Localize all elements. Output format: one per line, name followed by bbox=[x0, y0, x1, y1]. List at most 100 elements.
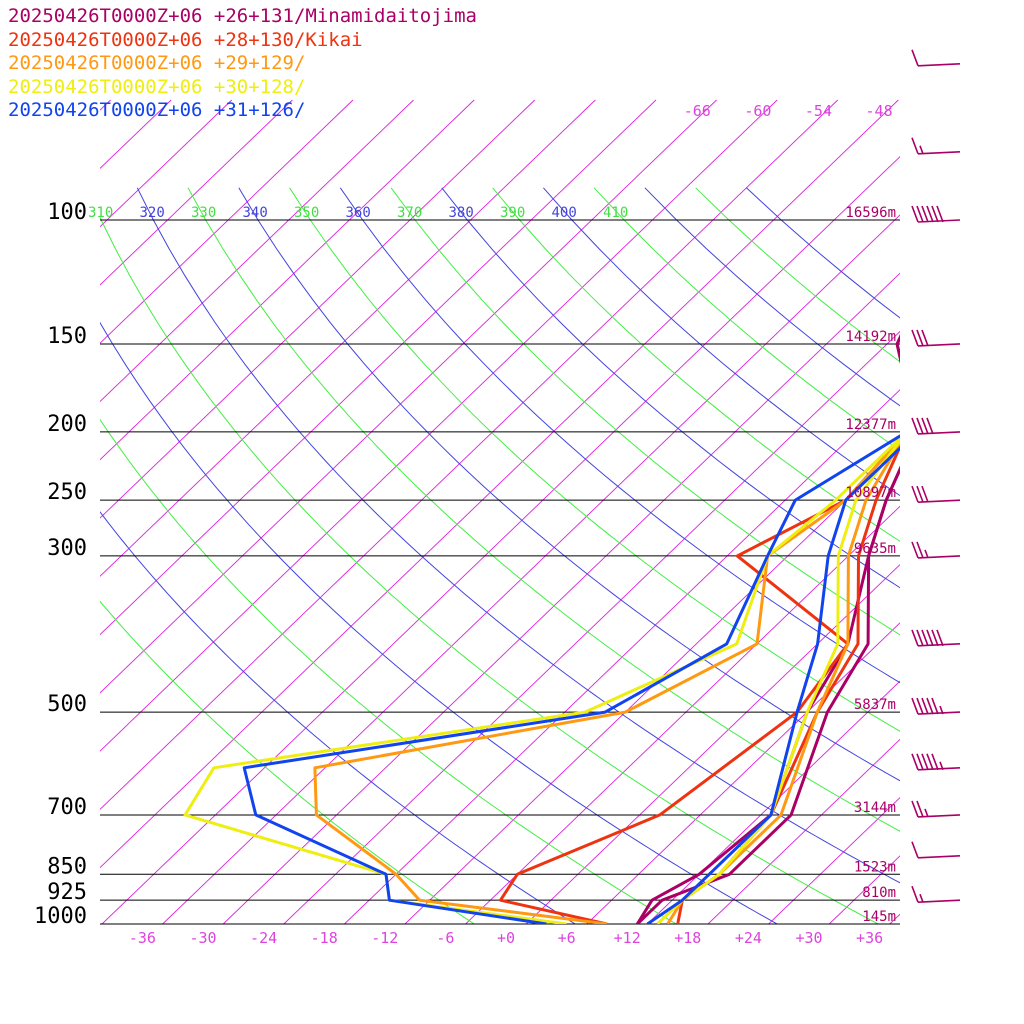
legend-entry-1: 20250426T0000Z+06 +26+131/Minamidaitojim… bbox=[8, 5, 477, 27]
wind-barb bbox=[911, 800, 961, 818]
temperature-tick-label: -6 bbox=[436, 929, 454, 947]
pressure-label: 500 bbox=[47, 692, 87, 717]
isotherm-line bbox=[283, 330, 900, 924]
sounding-series bbox=[183, 334, 900, 924]
theta-label: 340 bbox=[243, 205, 268, 221]
legend-entry-2: 20250426T0000Z+06 +28+130/Kikai bbox=[8, 28, 363, 51]
isotherm-line bbox=[100, 99, 899, 869]
dewpoint-line-series-3 bbox=[313, 437, 900, 924]
theta-label: 390 bbox=[500, 205, 525, 221]
theta-label: 360 bbox=[346, 205, 371, 221]
height-label: 810m bbox=[862, 885, 896, 901]
dewpoint-line-series-4 bbox=[183, 436, 900, 924]
isotherm-line bbox=[465, 505, 900, 924]
isotherm-line bbox=[100, 99, 354, 344]
dry-adiabat-line bbox=[100, 600, 476, 924]
wind-barb bbox=[911, 885, 961, 903]
isobar-lines bbox=[100, 219, 900, 925]
isotherm-line bbox=[404, 447, 900, 924]
height-label: 5837m bbox=[854, 697, 896, 713]
pressure-label: 150 bbox=[47, 324, 87, 349]
temperature-tick-label: +6 bbox=[558, 929, 576, 947]
dry-adiabat-line bbox=[543, 187, 900, 497]
isotherm-line bbox=[100, 99, 778, 752]
isotherm-line bbox=[100, 99, 293, 286]
height-label: 10897m bbox=[845, 485, 896, 501]
dry-adiabat-line bbox=[100, 418, 678, 924]
pressure-label: 850 bbox=[47, 854, 87, 879]
axis-labels: 100 16596m 150 14192m 200 12377m 250 10897m 300 9… bbox=[34, 102, 896, 947]
theta-label: 380 bbox=[449, 205, 474, 221]
isotherm-line bbox=[647, 680, 900, 924]
legend: 20250426T0000Z+06 +26+131/Minamidaitojim… bbox=[8, 5, 477, 123]
temperature-line-series-1 bbox=[636, 334, 900, 924]
isotherm-line bbox=[101, 156, 900, 924]
isotherm-label: -66 bbox=[684, 102, 711, 120]
isotherm-label: -54 bbox=[805, 102, 832, 120]
temperature-tick-label: +18 bbox=[674, 929, 701, 947]
wind-barb bbox=[911, 629, 961, 647]
temperature-tick-label: -12 bbox=[371, 929, 398, 947]
temperature-tick-label: +24 bbox=[735, 929, 762, 947]
dewpoint-line-series-1 bbox=[636, 334, 900, 924]
theta-label: 330 bbox=[191, 205, 216, 221]
pressure-label: 100 bbox=[47, 200, 87, 225]
height-label: 16596m bbox=[845, 205, 896, 221]
wind-barb bbox=[911, 841, 961, 859]
temperature-tick-label: -36 bbox=[129, 929, 156, 947]
isotherm-line bbox=[889, 913, 900, 924]
dewpoint-line-series-5 bbox=[242, 434, 900, 924]
isotherm-line bbox=[950, 100, 1024, 924]
isotherm-line bbox=[525, 563, 900, 924]
isotherm-line bbox=[768, 797, 900, 924]
isotherm-line bbox=[162, 214, 900, 924]
wind-barb bbox=[911, 541, 961, 559]
legend-entry-5: 20250426T0000Z+06 +31+126/ bbox=[8, 99, 306, 122]
dry-adiabat-line bbox=[644, 187, 900, 407]
isotherm-line bbox=[344, 389, 900, 924]
pressure-label: 1000 bbox=[34, 904, 87, 929]
wind-barb bbox=[911, 49, 961, 67]
temperature-tick-label: -18 bbox=[311, 929, 338, 947]
isotherm-line bbox=[586, 622, 900, 924]
height-label: 14192m bbox=[845, 329, 896, 345]
isotherm-line bbox=[100, 99, 717, 694]
height-label: 145m bbox=[862, 909, 896, 925]
dry-adiabat-line bbox=[441, 187, 900, 589]
isotherm-line bbox=[0, 100, 50, 924]
temperature-tick-label: -30 bbox=[189, 929, 216, 947]
height-label: 3144m bbox=[854, 800, 896, 816]
isotherm-line bbox=[100, 99, 233, 228]
isotherm-line bbox=[100, 99, 414, 403]
temperature-tick-label: +36 bbox=[856, 929, 883, 947]
wind-barbs bbox=[911, 49, 961, 903]
pressure-label: 925 bbox=[47, 880, 87, 905]
legend-entry-4: 20250426T0000Z+06 +30+128/ bbox=[8, 75, 306, 98]
isotherm-line bbox=[100, 99, 657, 636]
theta-label: 320 bbox=[140, 205, 165, 221]
wind-barb bbox=[911, 205, 961, 223]
temperature-line-series-4 bbox=[656, 438, 900, 924]
temperature-tick-label: +0 bbox=[497, 929, 515, 947]
wind-barb bbox=[911, 485, 961, 503]
height-label: 12377m bbox=[845, 417, 896, 433]
theta-label: 410 bbox=[603, 205, 628, 221]
dry-adiabat-line bbox=[746, 187, 900, 319]
theta-label: 350 bbox=[294, 205, 319, 221]
isotherm-line bbox=[222, 272, 900, 924]
height-label: 9635m bbox=[854, 541, 896, 557]
dry-adiabat-line bbox=[100, 511, 577, 924]
temperature-tick-label: +30 bbox=[795, 929, 822, 947]
dry-adiabat-line bbox=[339, 187, 900, 684]
pressure-label: 250 bbox=[47, 480, 87, 505]
theta-label: 310 bbox=[88, 205, 113, 221]
temperature-tick-label: -24 bbox=[250, 929, 277, 947]
isotherm-label: -48 bbox=[866, 102, 893, 120]
isotherm-line bbox=[707, 738, 900, 924]
legend-entry-3: 20250426T0000Z+06 +29+129/ bbox=[8, 52, 306, 75]
dry-adiabat-line bbox=[289, 187, 900, 732]
height-label: 1523m bbox=[854, 859, 896, 875]
pressure-label: 200 bbox=[47, 412, 87, 437]
